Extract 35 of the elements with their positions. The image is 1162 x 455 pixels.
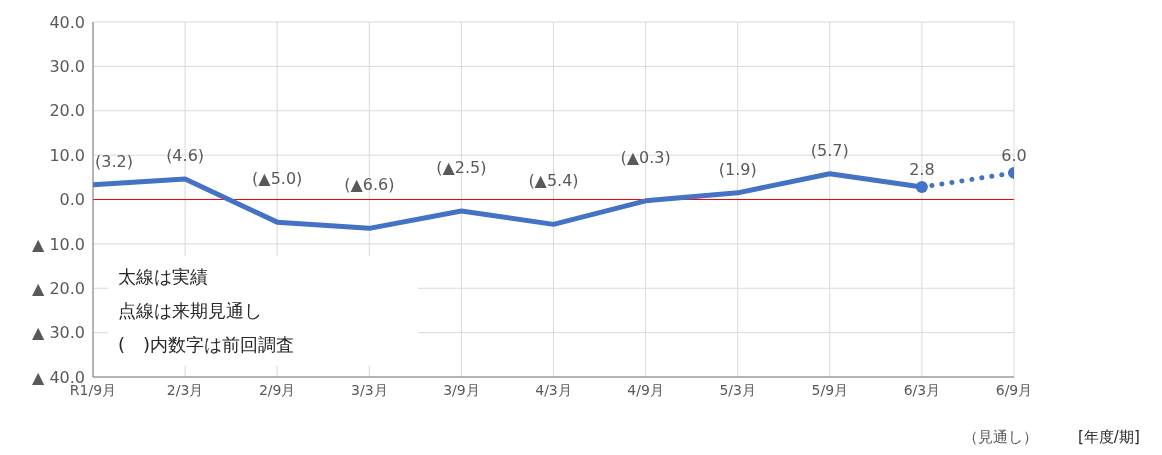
x-tick-label: 5/3月: [719, 381, 756, 398]
annotation: (4.6): [166, 146, 205, 166]
annotation: (▲5.0): [252, 169, 303, 189]
annotation: (▲6.6): [344, 175, 395, 195]
text: （見通し）: [963, 428, 1038, 447]
note-box: 太線は実績 点線は来期見通し ( )内数字は前回調査: [108, 256, 418, 366]
y-tick-label: 30.0: [49, 57, 85, 77]
x-tick-label: 4/9月: [627, 381, 664, 398]
x-axis-title: [年度/期]: [1078, 428, 1140, 447]
data-label: 2.8: [909, 160, 935, 180]
annotation: (1.9): [718, 159, 757, 179]
y-tick-label: 10.0: [49, 145, 85, 165]
annotation: (▲5.4): [528, 171, 579, 191]
x-tick-label: 3/3月: [351, 381, 388, 398]
annotation: (5.7): [810, 140, 849, 160]
x-tick-label: 3/9月: [443, 381, 480, 398]
y-tick-label: ▲ 20.0: [31, 278, 85, 298]
x-tick-label: 6/3月: [903, 381, 941, 398]
y-tick-label: 20.0: [49, 101, 85, 121]
x-tick-label: 4/3月: [535, 381, 572, 398]
y-tick-label: ▲ 10.0: [31, 234, 85, 254]
x-tick-label: 5/9月: [811, 381, 849, 398]
y-tick-label: 0.0: [59, 190, 85, 210]
annotation: (▲0.3): [620, 147, 671, 167]
annotation: 太線は実績: [118, 265, 209, 289]
annotation: (▲2.5): [436, 158, 487, 178]
x-tick-label: 2/9月: [258, 381, 296, 398]
y-tick-label: 40.0: [49, 12, 85, 32]
y-tick-label: ▲ 30.0: [31, 323, 85, 343]
annotation: (3.2): [95, 151, 133, 171]
data-label: 6.0: [1001, 145, 1027, 165]
x-tick-label: 6/9月: [995, 381, 1033, 398]
annotation: 点線は来期見通し: [118, 299, 263, 323]
x-tick-label: 2/3月: [166, 381, 204, 398]
annotation: ( )内数字は前回調査: [118, 333, 296, 357]
